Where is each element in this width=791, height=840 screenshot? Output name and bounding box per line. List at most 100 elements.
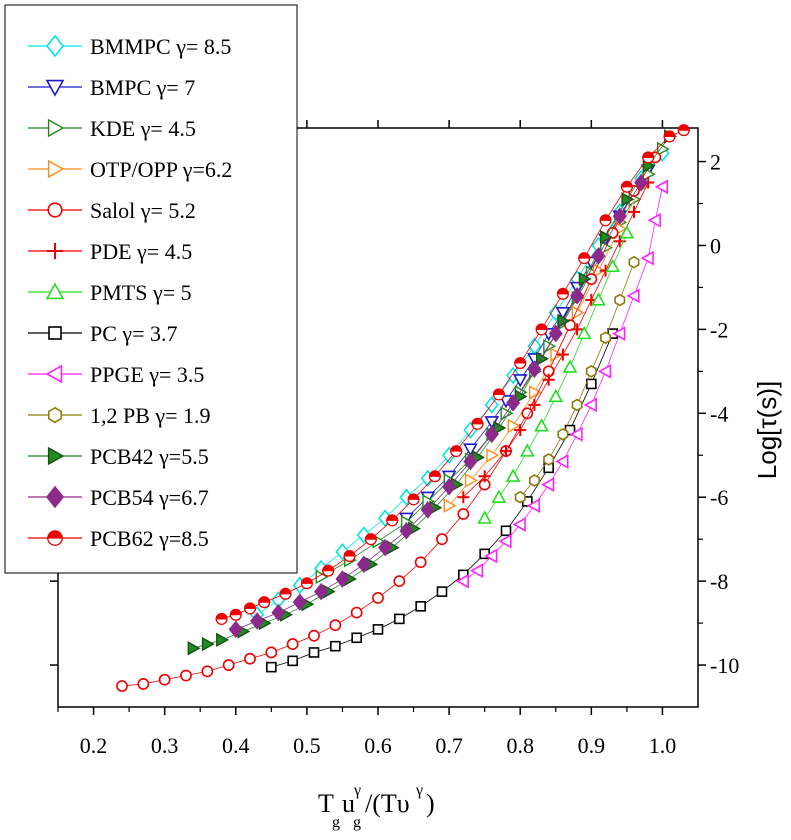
data-point [158,673,171,686]
data-point [514,490,526,504]
data-point [286,638,299,650]
data-point [640,250,654,266]
legend-label: PC γ= 3.7 [90,321,178,346]
data-point [585,365,597,378]
data-point [329,619,342,632]
data-point [308,647,320,658]
x-tick-label: 0.9 [578,733,606,758]
legend-item: BMPC γ= 7 [28,75,195,100]
data-point [350,606,363,619]
data-point [372,592,384,604]
data-point [613,235,626,248]
legend-marker [45,282,65,300]
data-point [314,582,329,601]
series-8 [455,179,669,589]
legend-label: BMMPC γ= 8.5 [90,34,231,59]
data-point [407,493,420,506]
data-point [591,292,606,306]
data-point [548,324,563,343]
data-point [250,612,265,630]
data-point [514,389,528,404]
legend-item: Salol γ= 5.2 [28,198,196,223]
x-tick-label: 0.7 [435,733,463,758]
data-point [557,427,569,441]
legend-label: OTP/OPP γ=6.2 [90,157,232,182]
data-point [583,397,597,413]
svg-text:g: g [353,814,361,831]
data-point [335,570,350,588]
x-tick-label: 0.2 [80,733,108,758]
legend: BMMPC γ= 8.5 BMPC γ= 7 KDE γ= 4.5 OTP/OPP γ… [28,34,232,551]
data-point [394,613,405,625]
data-point [599,214,612,227]
legend-marker [47,118,65,138]
data-point [500,445,512,458]
series-11 [228,173,649,639]
data-point [486,448,500,463]
data-point [512,517,526,532]
legend-marker [47,159,65,179]
data-point [492,388,505,401]
data-point [514,424,527,437]
legend-label: PCB62 γ=8.5 [90,526,209,551]
x-axis-label: T g u g γ /(Tυ γ ) [318,782,435,831]
y-tick-label: -2 [710,317,728,342]
data-point [322,564,335,577]
legend-marker [47,202,63,218]
data-point [330,640,341,652]
data-point [663,130,676,143]
data-point [271,603,286,622]
data-point [619,225,635,239]
legend-item: 1,2 PB γ= 1.9 [28,403,211,428]
data-point [315,569,329,585]
data-point [279,587,292,600]
data-point [507,418,521,434]
data-point [222,659,235,671]
y-axis-ticks: 2 0 -2 -4 -6 -8 -10 [50,150,739,678]
svg-text:γ: γ [353,782,361,799]
legend-marker [45,79,65,97]
data-point [527,360,542,379]
x-tick-label: 0.6 [364,733,392,758]
legend-marker [45,364,63,384]
data-point [571,323,584,336]
data-point [201,636,215,652]
data-point [605,258,621,273]
data-point [351,632,362,644]
data-point [457,491,470,504]
series-line [320,148,663,578]
data-point [654,179,669,195]
legend-item: KDE γ= 4.5 [28,116,196,141]
data-point [215,612,228,625]
legend-label: PPGE γ= 3.5 [90,362,204,387]
data-point [534,418,549,432]
data-point [187,641,201,656]
x-tick-label: 0.3 [151,733,179,758]
data-point [484,548,498,564]
data-point [586,378,597,390]
data-point [455,573,469,589]
data-point [600,331,612,345]
data-point [493,420,507,436]
data-point [542,373,555,386]
data-point [571,305,585,320]
legend-marker [45,485,65,509]
data-point [378,538,393,557]
data-point [541,477,555,492]
legend-label: PDE γ= 4.5 [90,239,192,264]
data-point [528,385,542,400]
legend-marker [47,406,63,424]
legend-marker [48,326,62,340]
y-tick-label: 2 [710,150,721,175]
data-point [477,510,493,524]
data-point [386,514,399,527]
data-point [634,173,649,192]
data-point [116,680,128,692]
x-tick-label: 0.4 [222,733,250,758]
x-axis-ticks: 0.2 0.3 0.4 0.5 0.6 0.7 0.8 0.9 1.0 [57,120,676,758]
series-line [463,186,663,582]
legend-label: KDE γ= 4.5 [90,116,196,141]
data-point [243,602,257,615]
data-point [201,665,214,678]
